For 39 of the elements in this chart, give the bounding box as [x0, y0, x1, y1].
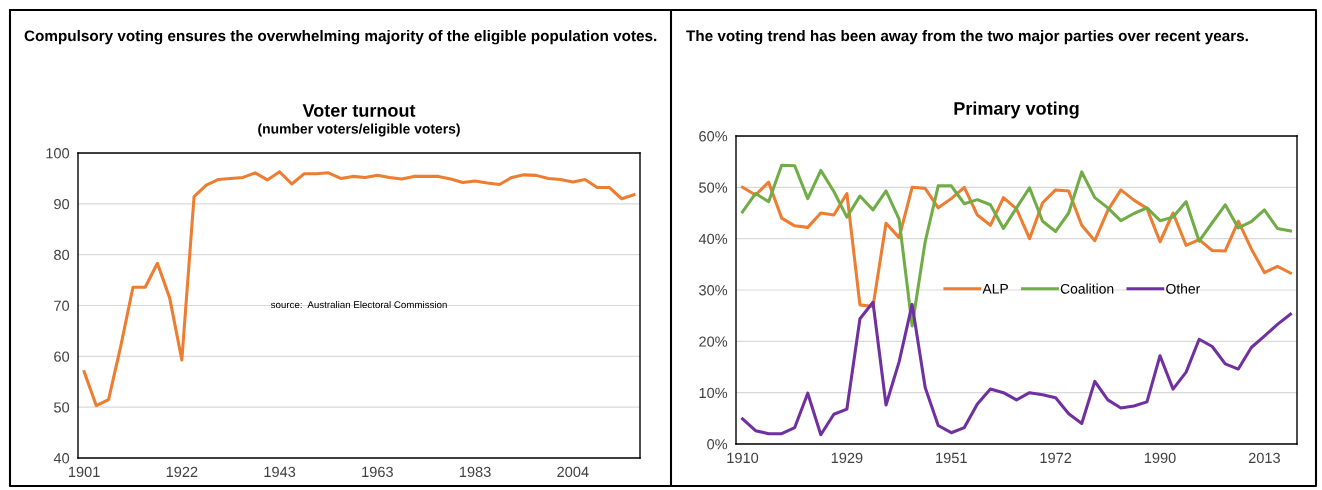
chart-subtitle: (number voters/eligible voters): [258, 123, 460, 137]
chart-title: Primary voting: [954, 101, 1079, 119]
x-tick-label: 1910: [727, 452, 759, 464]
text: The voting trend has been away from the two major parties over recent years.: [686, 30, 1248, 45]
y-tick-label: 50: [54, 402, 70, 413]
x-tick-label: 1972: [1040, 452, 1072, 464]
line-series: [740, 180, 1293, 308]
x-tick-label: 1983: [459, 466, 491, 478]
annotation: source: Australian Electoral Commission: [270, 300, 447, 309]
x-tick-label: 1990: [1144, 452, 1176, 464]
x-tick-label: 1943: [264, 466, 296, 478]
y-tick-label: 90: [54, 198, 70, 210]
x-tick-label: 1901: [69, 466, 100, 478]
y-tick-label: 80: [54, 249, 70, 261]
legend-label: Other: [1166, 283, 1201, 294]
x-tick-label: 2013: [1248, 452, 1280, 464]
y-tick-label: 0%: [707, 439, 728, 450]
line-series: [82, 170, 636, 408]
x-tick-label: 2004: [557, 466, 589, 478]
x-tick-label: 1922: [166, 466, 198, 478]
text: Compulsory voting ensures the overwhelming majority of the eligible population votes.: [24, 30, 657, 45]
y-tick-label: 40: [53, 453, 70, 464]
chart-title: Voter turnout: [302, 104, 416, 117]
y-tick-label: 20%: [699, 336, 728, 347]
legend-label: ALP: [982, 284, 1008, 294]
x-tick-label: 1951: [936, 452, 967, 464]
y-tick-label: 50%: [699, 182, 728, 193]
y-tick-label: 60: [54, 351, 70, 362]
y-tick-label: 70: [54, 300, 70, 311]
line-series: [740, 300, 1293, 437]
x-tick-label: 1963: [362, 466, 393, 478]
y-tick-label: 60%: [699, 131, 728, 142]
x-tick-label: 1929: [831, 452, 863, 464]
y-tick-label: 30%: [699, 285, 728, 296]
legend-label: Coalition: [1060, 283, 1114, 294]
y-tick-label: 100: [46, 148, 70, 159]
y-tick-label: 10%: [699, 387, 728, 399]
line-series: [740, 163, 1293, 328]
y-tick-label: 40%: [698, 233, 728, 245]
